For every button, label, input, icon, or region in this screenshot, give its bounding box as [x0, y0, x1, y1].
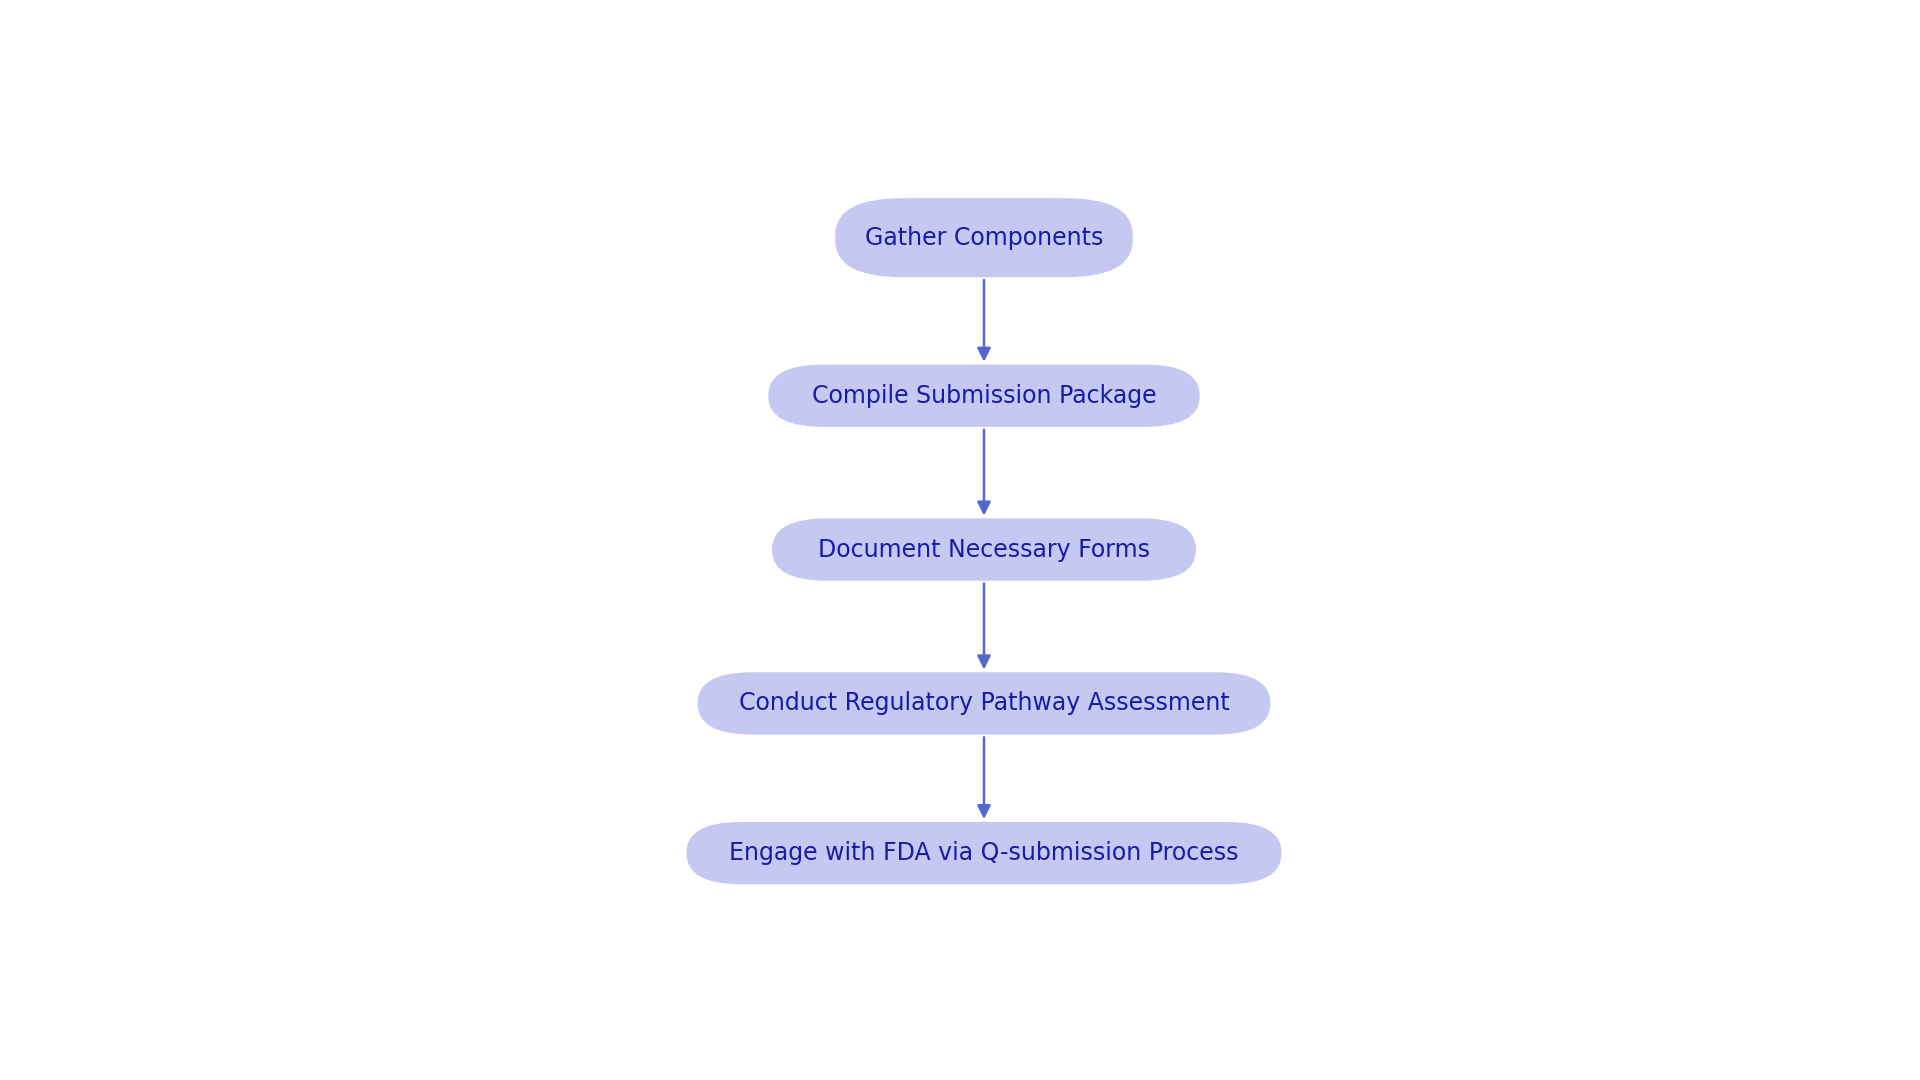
- Text: Conduct Regulatory Pathway Assessment: Conduct Regulatory Pathway Assessment: [739, 691, 1229, 715]
- FancyBboxPatch shape: [697, 672, 1271, 734]
- FancyBboxPatch shape: [772, 518, 1196, 581]
- Text: Compile Submission Package: Compile Submission Package: [812, 383, 1156, 408]
- FancyBboxPatch shape: [835, 199, 1133, 278]
- FancyBboxPatch shape: [687, 822, 1283, 885]
- FancyBboxPatch shape: [768, 365, 1200, 427]
- Text: Document Necessary Forms: Document Necessary Forms: [818, 538, 1150, 562]
- Text: Engage with FDA via Q-submission Process: Engage with FDA via Q-submission Process: [730, 841, 1238, 865]
- Text: Gather Components: Gather Components: [864, 226, 1104, 249]
